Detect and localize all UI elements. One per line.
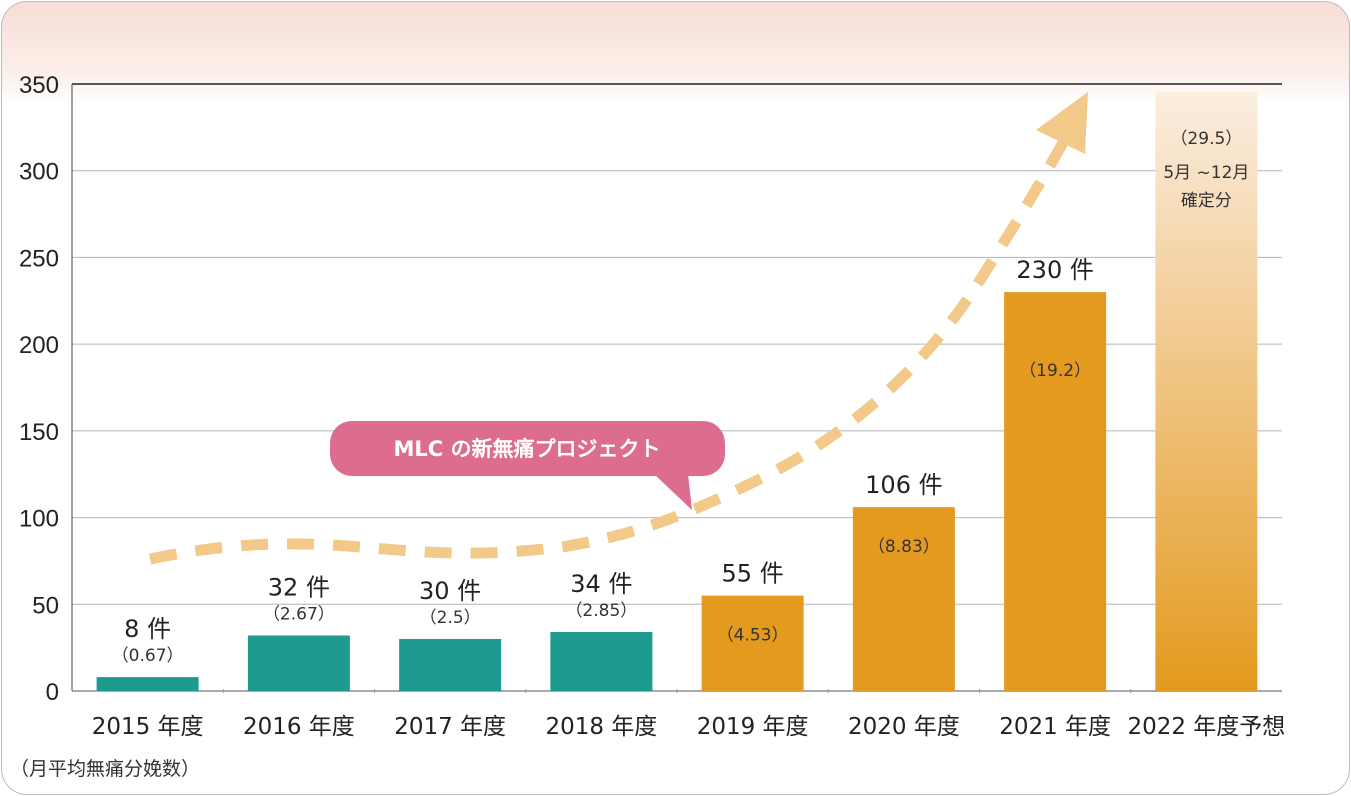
data-label: 8 件 bbox=[124, 615, 171, 643]
bar bbox=[1155, 92, 1258, 691]
y-tick-label: 150 bbox=[19, 419, 59, 446]
bar bbox=[852, 507, 955, 691]
y-tick-label: 300 bbox=[19, 159, 59, 186]
footnote: （月平均無痛分娩数） bbox=[10, 758, 201, 780]
bar bbox=[96, 677, 199, 691]
y-tick-label: 0 bbox=[46, 679, 59, 706]
data-label: 55 件 bbox=[722, 560, 784, 588]
callout-bubble bbox=[330, 421, 725, 476]
bar bbox=[550, 632, 653, 691]
data-label: 230 件 bbox=[1016, 256, 1093, 284]
y-tick-label: 250 bbox=[19, 245, 59, 272]
x-tick-label: 2022 年度予想 bbox=[1127, 714, 1285, 740]
x-tick-label: 2015 年度 bbox=[92, 714, 204, 740]
x-tick-label: 2019 年度 bbox=[697, 714, 809, 740]
y-tick-label: 100 bbox=[19, 506, 59, 533]
callout-label: MLC の新無痛プロジェクト bbox=[393, 437, 660, 461]
bar bbox=[701, 595, 804, 691]
y-tick-label: 50 bbox=[32, 592, 59, 619]
y-tick-label: 350 bbox=[19, 72, 59, 99]
forecast-note: 5月 ~12月 bbox=[1163, 163, 1249, 183]
monthly-average-label: （4.53） bbox=[717, 626, 789, 646]
data-label: 32 件 bbox=[268, 574, 330, 602]
x-tick-label: 2016 年度 bbox=[243, 714, 355, 740]
monthly-average-label: （29.5） bbox=[1170, 129, 1242, 149]
monthly-average-label: （2.67） bbox=[263, 605, 335, 625]
x-tick-label: 2018 年度 bbox=[545, 714, 657, 740]
data-label: 34 件 bbox=[570, 570, 632, 598]
data-label: 106 件 bbox=[865, 471, 942, 499]
monthly-average-label: （2.85） bbox=[565, 601, 637, 621]
x-tick-label: 2021 年度 bbox=[999, 714, 1111, 740]
bar bbox=[247, 635, 350, 691]
data-label: 30 件 bbox=[419, 577, 481, 605]
bar bbox=[1004, 292, 1107, 691]
x-tick-label: 2020 年度 bbox=[848, 714, 960, 740]
monthly-average-label: （19.2） bbox=[1019, 361, 1091, 381]
forecast-note: 確定分 bbox=[1181, 191, 1232, 211]
y-tick-label: 200 bbox=[19, 332, 59, 359]
monthly-average-label: （8.83） bbox=[868, 537, 940, 557]
monthly-average-label: （2.5） bbox=[420, 608, 481, 628]
callout-pointer bbox=[654, 474, 692, 510]
trend-arrow-line bbox=[148, 127, 1075, 565]
trend-arrow-head bbox=[1036, 92, 1088, 154]
monthly-average-label: （0.67） bbox=[112, 646, 184, 666]
bar bbox=[399, 638, 502, 691]
x-tick-label: 2017 年度 bbox=[394, 714, 506, 740]
